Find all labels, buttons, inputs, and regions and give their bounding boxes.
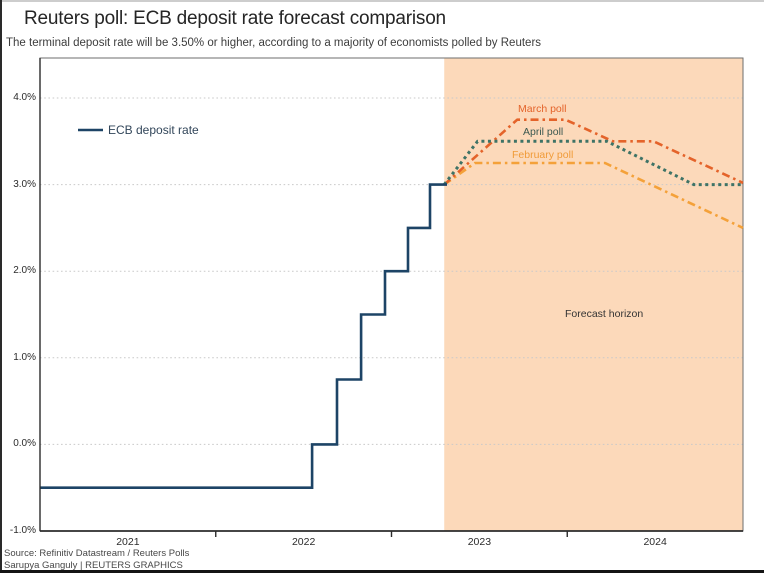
x-axis-label: 2024 xyxy=(643,536,667,548)
forecast-region xyxy=(444,58,743,531)
february-poll-line xyxy=(443,161,744,230)
y-axis-label: -1.0% xyxy=(9,525,36,536)
y-axis-label: 0.0% xyxy=(13,438,36,450)
y-axis-label: 4.0% xyxy=(13,92,36,103)
x-axis-label: 2022 xyxy=(291,536,316,548)
ecb-deposit-rate-line xyxy=(40,183,447,490)
page-title: Reuters poll: ECB deposit rate forecast … xyxy=(24,8,446,29)
page-bottom-border xyxy=(0,570,764,573)
march-poll-line xyxy=(443,118,744,186)
page-subtitle: The terminal deposit rate will be 3.50% … xyxy=(6,37,542,49)
credit-text: Sarupya Ganguly | REUTERS GRAPHICS xyxy=(4,560,183,571)
page-top-border xyxy=(0,0,764,2)
x-axis-label: 2021 xyxy=(116,536,140,548)
april-poll-label: April poll xyxy=(523,126,564,138)
february-poll-label: February poll xyxy=(512,149,574,161)
x-axis-label: 2023 xyxy=(467,536,492,548)
march-poll-label: March poll xyxy=(518,103,567,115)
y-axis-label: 1.0% xyxy=(13,351,36,363)
x-axis-ticks xyxy=(215,531,568,537)
april-poll-line xyxy=(443,139,743,187)
forecast-horizon-label: Forecast horizon xyxy=(565,308,644,320)
legend-label-ecb-deposit-rate: ECB deposit rate xyxy=(108,123,199,137)
page-left-border xyxy=(0,0,2,573)
y-axis-label: 2.0% xyxy=(13,265,36,277)
y-axis-label: 3.0% xyxy=(13,178,36,190)
source-text: Source: Refinitiv Datastream / Reuters P… xyxy=(4,548,190,559)
